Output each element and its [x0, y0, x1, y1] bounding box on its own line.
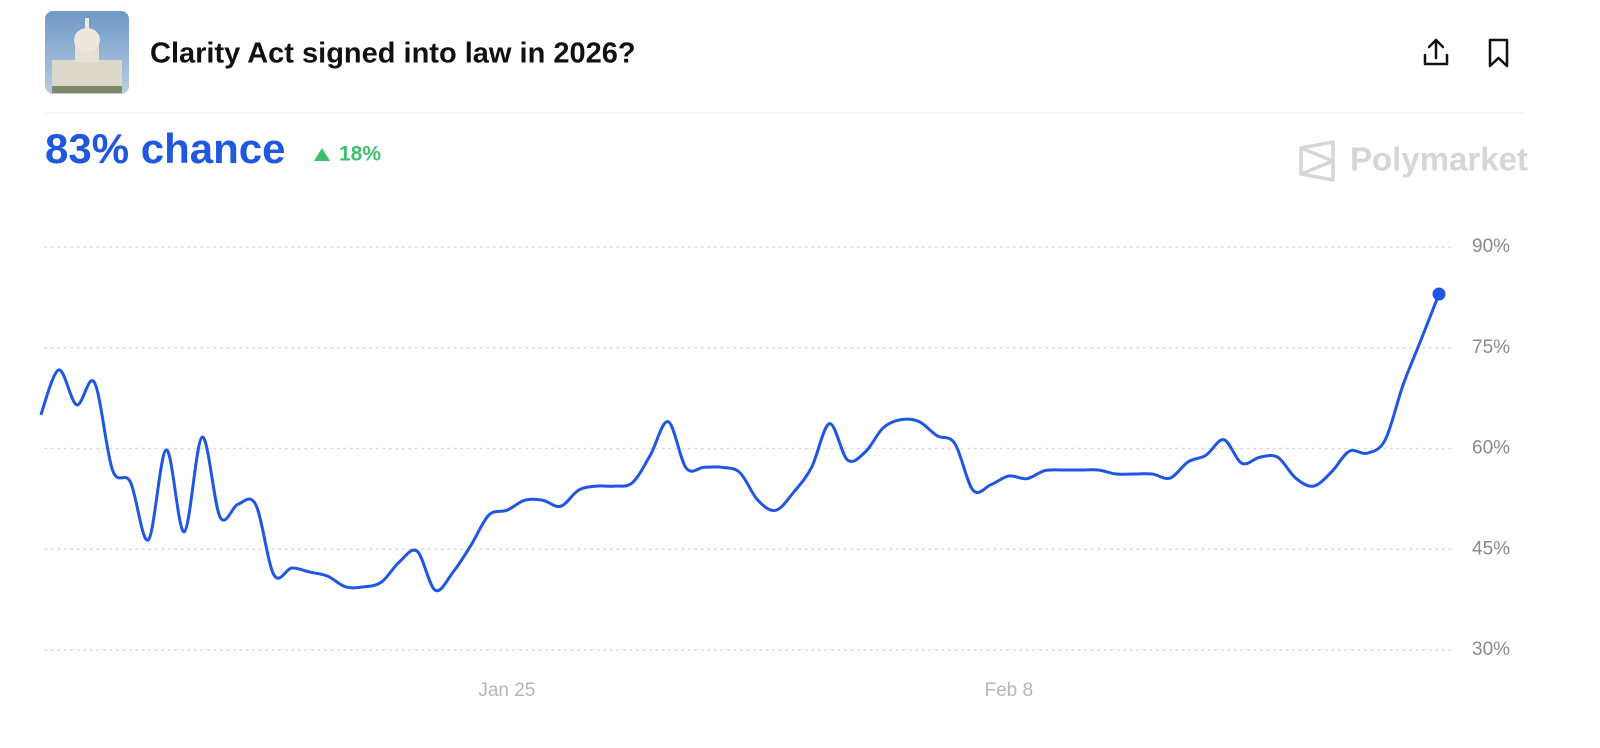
y-tick-label: 90% [1472, 236, 1510, 257]
bookmark-button[interactable] [1488, 38, 1509, 68]
market-title: Clarity Act signed into law in 2026? [150, 38, 636, 70]
chance-label: 83% chance [45, 125, 285, 172]
brand-name: Polymarket [1350, 141, 1528, 178]
last-point [1432, 287, 1446, 301]
y-tick-label: 75% [1472, 337, 1510, 358]
x-tick-label: Feb 8 [984, 680, 1033, 701]
y-tick-label: 45% [1472, 538, 1510, 559]
change-arrow [314, 148, 330, 161]
change-label: 18% [339, 143, 381, 166]
y-tick-label: 60% [1472, 438, 1510, 459]
x-tick-label: Jan 25 [478, 680, 535, 701]
brand-logo [1299, 140, 1335, 182]
price-line [39, 293, 1441, 593]
share-button[interactable] [1423, 38, 1449, 66]
market-image [45, 11, 129, 94]
y-tick-label: 30% [1472, 639, 1510, 660]
